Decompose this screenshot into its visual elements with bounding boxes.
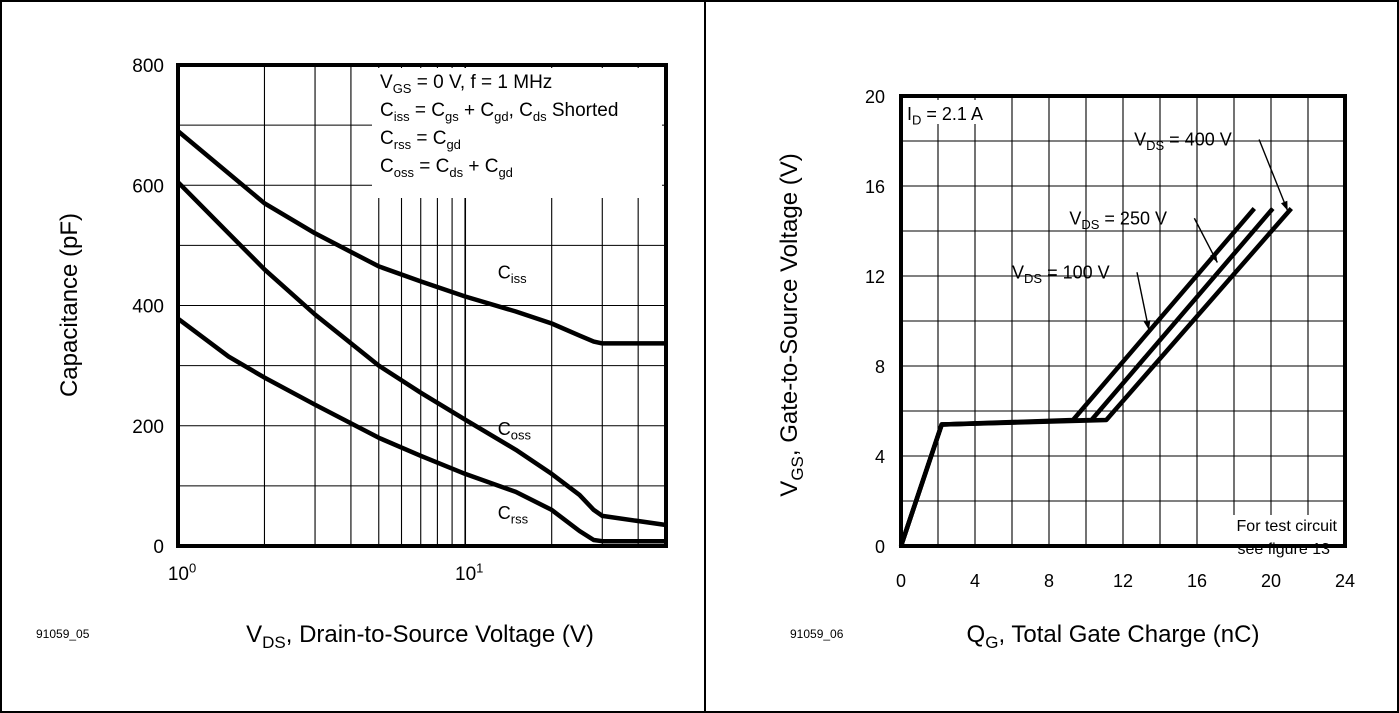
capacitance-series: Ciss Coss Crss	[176, 129, 667, 544]
gate-charge-series-labels: VDS = 100 V VDS = 250 V VDS = 400 V	[1012, 130, 1289, 331]
capacitance-series-label-iss: Ciss	[498, 262, 527, 286]
capacitance-x-tick-label: 100	[168, 560, 196, 585]
gate-charge-x-tick-label: 12	[1113, 571, 1133, 591]
gate-charge-y-tick-label: 16	[865, 177, 885, 197]
note-line-1: For test circuit	[1237, 518, 1338, 535]
gate-charge-x-tick-label: 24	[1335, 571, 1355, 591]
capacitance-y-ticks: 0 200 400 600 800	[132, 56, 164, 558]
gate-charge-x-ticks: 0 4 8 12 16 20 24	[896, 571, 1355, 591]
gate-charge-x-tick-label: 0	[896, 571, 906, 591]
gate-charge-grid	[901, 96, 1345, 546]
gate-charge-series-line	[898, 207, 1275, 547]
gate-charge-x-tick-label: 16	[1187, 571, 1207, 591]
capacitance-x-tick-label: 101	[455, 560, 483, 585]
gate-charge-x-tick-label: 8	[1044, 571, 1054, 591]
gate-charge-y-tick-label: 12	[865, 267, 885, 287]
gate-charge-series-arrowhead	[1143, 320, 1151, 330]
capacitance-y-axis-label: Capacitance (pF)	[56, 213, 83, 397]
gate-charge-series-label: VDS = 400 V	[1134, 130, 1232, 154]
conditions-background	[372, 68, 662, 198]
capacitance-y-tick-label: 800	[132, 56, 164, 77]
capacitance-y-tick-label: 600	[132, 176, 164, 197]
gate-charge-series-leader	[1258, 139, 1289, 212]
condition-background	[903, 100, 1003, 124]
gate-charge-figure-id: 91059_06	[790, 627, 844, 641]
gate-charge-y-axis-label: VGS, Gate-to-Source Voltage (V)	[776, 153, 807, 496]
capacitance-conditions: VGS = 0 V, f = 1 MHz Ciss = Cgs + Cgd, Cd…	[380, 72, 618, 180]
gate-charge-x-tick-label: 20	[1261, 571, 1281, 591]
gate-charge-series-label: VDS = 100 V	[1012, 262, 1110, 286]
gate-charge-y-tick-label: 0	[875, 537, 885, 557]
capacitance-y-tick-label: 400	[132, 297, 164, 318]
capacitance-series-line-iss	[176, 129, 666, 346]
gate-charge-x-tick-label: 4	[970, 571, 980, 591]
gate-charge-y-tick-label: 20	[865, 87, 885, 107]
note-line-2: see figure 13	[1237, 541, 1330, 558]
note-background	[1205, 515, 1341, 547]
capacitance-chart: 0 200 400 600 800 100 101 Ciss Coss Crss VGS = …	[36, 56, 668, 652]
capacitance-condition-line: Ciss = Cgs + Cgd, Cds Shorted	[380, 100, 618, 124]
capacitance-figure-id: 91059_05	[36, 627, 90, 641]
gate-charge-condition: ID = 2.1 A	[903, 100, 1003, 128]
capacitance-series-line-oss	[176, 180, 667, 528]
gate-charge-condition-text: ID = 2.1 A	[907, 104, 983, 128]
gate-charge-y-tick-label: 4	[875, 447, 885, 467]
capacitance-y-tick-label: 200	[132, 417, 164, 438]
gate-charge-series	[898, 207, 1293, 547]
gate-charge-x-axis-label: QG, Total Gate Charge (nC)	[967, 621, 1260, 652]
capacitance-x-ticks: 100 101	[168, 560, 484, 585]
capacitance-condition-line: VGS = 0 V, f = 1 MHz	[380, 72, 552, 96]
capacitance-condition-line: Crss = Cgd	[380, 128, 461, 152]
capacitance-series-line-rss	[176, 316, 666, 544]
gate-charge-chart: 0 4 8 12 16 20 0 4 8 12 16 20 24 VDS = 100 V VDS = 2…	[776, 87, 1355, 652]
gate-charge-series-line	[898, 207, 1293, 547]
gate-charge-y-ticks: 0 4 8 12 16 20	[865, 87, 885, 557]
gate-charge-series-leader	[1136, 272, 1150, 331]
capacitance-x-axis-label: VDS, Drain-to-Source Voltage (V)	[246, 621, 594, 652]
capacitance-plot-border	[176, 63, 668, 548]
gate-charge-y-tick-label: 8	[875, 357, 885, 377]
gate-charge-series-arrowhead	[1210, 252, 1218, 263]
capacitance-condition-line: Coss = Cds + Cgd	[380, 156, 513, 180]
gate-charge-series-label: VDS = 250 V	[1069, 208, 1167, 232]
gate-charge-series-arrowhead	[1281, 200, 1288, 211]
gate-charge-plot-border	[899, 94, 1347, 548]
capacitance-y-tick-label: 0	[153, 537, 164, 558]
capacitance-series-label-oss: Coss	[498, 419, 532, 443]
gate-charge-series-line	[898, 207, 1257, 547]
capacitance-series-label-rss: Crss	[498, 503, 529, 527]
